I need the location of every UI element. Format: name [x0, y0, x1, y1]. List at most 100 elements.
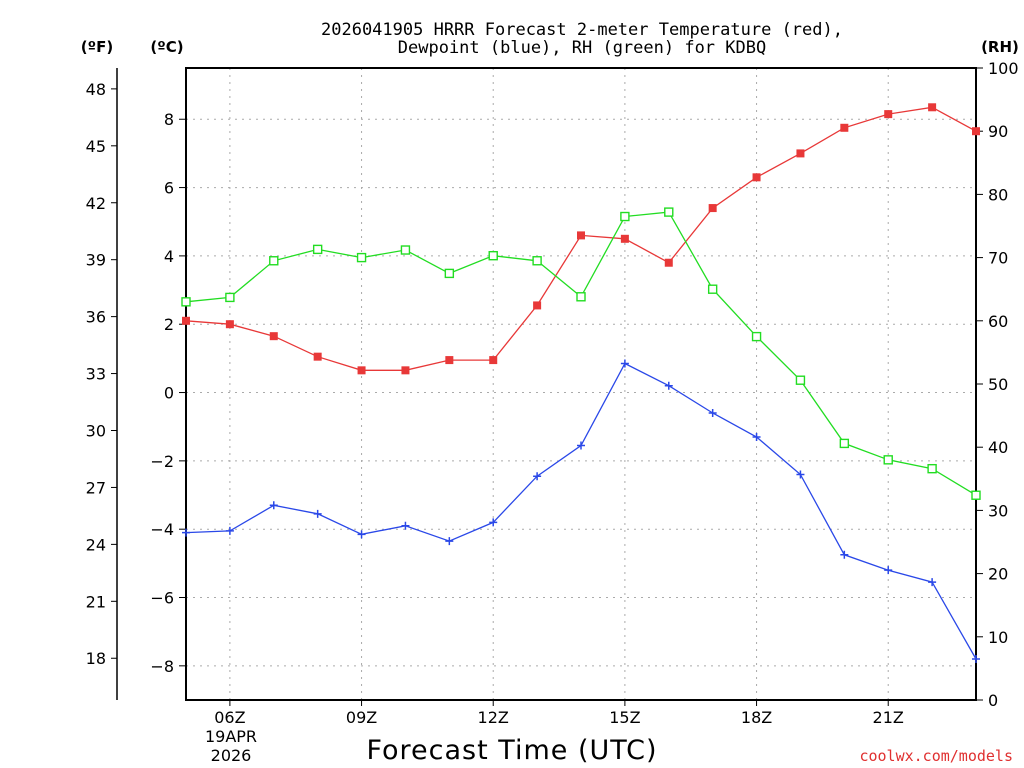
- rh-tick-label: 90: [988, 122, 1008, 141]
- celsius-tick-label: −4: [150, 520, 174, 539]
- 2-meter-temperature-point: [577, 231, 585, 240]
- rh-tick-label: 10: [988, 628, 1008, 647]
- relative-humidity-point: [312, 244, 323, 255]
- rh-tick-label: 100: [988, 59, 1019, 78]
- relative-humidity-point: [181, 297, 191, 307]
- relative-humidity-point: [751, 331, 762, 342]
- 2-meter-temperature-point: [752, 173, 761, 182]
- grid-lines: [186, 68, 976, 700]
- relative-humidity-point: [620, 211, 630, 222]
- fahrenheit-tick-label: 42: [86, 194, 106, 213]
- dewpoint-point: [269, 501, 278, 510]
- rh-tick-label: 80: [988, 185, 1008, 204]
- relative-humidity-point: [225, 292, 235, 303]
- axis-ticks: 06Z 09Z 12Z 15Z 18Z 21Z−8−6−4−202468182124273…: [86, 59, 1019, 727]
- relative-humidity-point: [400, 245, 411, 255]
- credit-text: coolwx.com/models: [859, 747, 1013, 765]
- celsius-tick-label: 8: [164, 110, 174, 129]
- relative-humidity-point: [356, 252, 367, 263]
- fahrenheit-unit-label: (ºF): [81, 38, 113, 56]
- dewpoint-point: [313, 509, 322, 518]
- 2-meter-temperature-point: [269, 332, 278, 341]
- relative-humidity-point: [927, 463, 937, 474]
- 2-meter-temperature-point: [313, 352, 322, 361]
- x-tick-label: 09Z: [346, 708, 377, 727]
- dewpoint-point: [445, 537, 454, 546]
- 2-meter-temperature-point: [664, 258, 673, 267]
- 2-meter-temperature-point: [840, 123, 849, 132]
- celsius-tick-label: 2: [164, 315, 174, 334]
- dewpoint-point: [182, 528, 190, 537]
- dewpoint-point: [884, 566, 893, 575]
- 2-meter-temperature-point: [708, 204, 717, 213]
- plot-frame: [185, 67, 977, 701]
- fahrenheit-tick-label: 39: [86, 251, 106, 270]
- relative-humidity-point: [576, 292, 586, 302]
- dewpoint-line: [185, 362, 977, 660]
- 2-meter-temperature-point: [445, 356, 454, 365]
- relative-humidity-point: [664, 207, 674, 217]
- x-tick-label: 06Z: [214, 708, 245, 727]
- dewpoint-point: [752, 432, 761, 441]
- data-series: [181, 103, 981, 664]
- 2-meter-temperature-point: [401, 366, 410, 375]
- fahrenheit-tick-label: 33: [86, 365, 106, 384]
- fahrenheit-tick-label: 30: [86, 421, 106, 440]
- celsius-tick-label: 4: [164, 247, 174, 266]
- rh-tick-label: 50: [988, 375, 1008, 394]
- 2-meter-temperature-point: [972, 127, 980, 136]
- x-tick-label: 21Z: [873, 708, 904, 727]
- date-label-day: 19APR: [205, 727, 257, 746]
- 2-meter-temperature-point: [884, 110, 893, 119]
- 2-meter-temperature-point: [225, 320, 234, 329]
- 2-meter-temperature-point: [182, 316, 190, 325]
- celsius-tick-label: −8: [150, 657, 174, 676]
- celsius-tick-label: 6: [164, 179, 174, 198]
- dewpoint-point: [533, 472, 542, 481]
- date-label-year: 2026: [211, 746, 252, 765]
- 2-meter-temperature-point: [357, 366, 366, 375]
- fahrenheit-tick-label: 45: [86, 137, 106, 156]
- celsius-tick-label: −2: [150, 452, 174, 471]
- rh-tick-label: 20: [988, 565, 1008, 584]
- relative-humidity-line: [185, 211, 977, 496]
- fahrenheit-tick-label: 21: [86, 592, 106, 611]
- x-tick-label: 18Z: [741, 708, 772, 727]
- dewpoint-point: [840, 550, 849, 559]
- celsius-tick-label: 0: [164, 384, 174, 403]
- relative-humidity-point: [971, 490, 981, 500]
- rh-tick-label: 0: [988, 691, 998, 710]
- rh-tick-label: 40: [988, 438, 1008, 457]
- dewpoint-point: [401, 521, 410, 530]
- fahrenheit-tick-label: 36: [86, 308, 106, 327]
- relative-humidity-point: [883, 455, 893, 465]
- chart-title-line1: 2026041905 HRRR Forecast 2-meter Tempera…: [321, 20, 843, 40]
- dewpoint-point: [708, 409, 717, 418]
- rh-tick-label: 70: [988, 249, 1008, 268]
- 2-meter-temperature-point: [489, 356, 498, 365]
- relative-humidity-point: [532, 256, 542, 266]
- dewpoint-point: [796, 470, 805, 479]
- 2-meter-temperature-point: [928, 103, 937, 112]
- dewpoint-point: [620, 359, 629, 368]
- dewpoint-point: [577, 441, 585, 450]
- dewpoint-point: [972, 655, 980, 664]
- chart-title-line2: Dewpoint (blue), RH (green) for KDBQ: [398, 38, 766, 58]
- dewpoint-point: [489, 518, 498, 527]
- relative-humidity-point: [269, 256, 279, 266]
- rh-tick-label: 60: [988, 312, 1008, 331]
- 2-meter-temperature-point: [796, 149, 805, 158]
- relative-humidity-point: [707, 284, 718, 294]
- x-axis-title: Forecast Time (UTC): [366, 735, 657, 766]
- relative-humidity-point: [795, 375, 806, 385]
- dewpoint-point: [357, 530, 366, 539]
- 2-meter-temperature-point: [620, 234, 629, 243]
- relative-humidity-point: [839, 438, 850, 449]
- 2-meter-temperature-point: [533, 301, 542, 310]
- celsius-tick-label: −6: [150, 589, 174, 608]
- celsius-unit-label: (ºC): [150, 38, 183, 56]
- rh-unit-label: (RH): [981, 38, 1019, 56]
- x-tick-label: 12Z: [478, 708, 509, 727]
- dewpoint-point: [928, 578, 937, 587]
